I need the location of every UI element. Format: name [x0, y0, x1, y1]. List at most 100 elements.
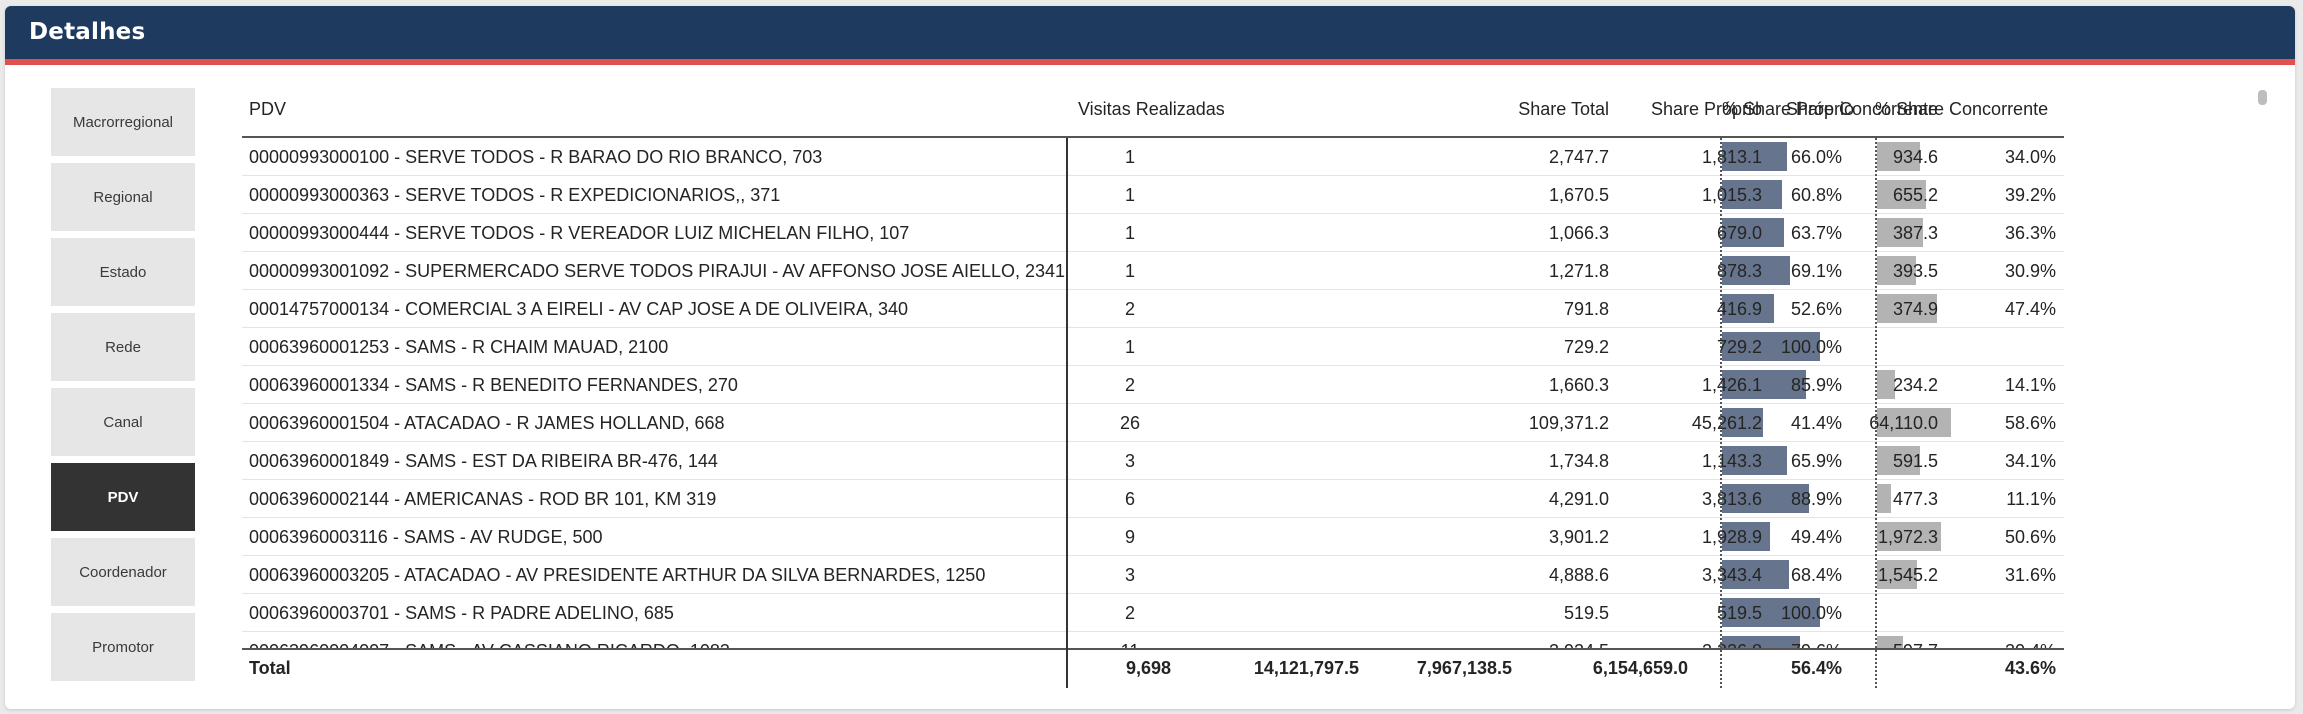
cell-pdv: 00000993000100 - SERVE TODOS - R BARAO D… — [249, 147, 823, 167]
cell-pct-concorrente: 47.4% — [2004, 299, 2056, 319]
details-panel: Detalhes — [5, 6, 2295, 709]
cell-pdv: 00063960003701 - SAMS - R PADRE ADELINO,… — [249, 603, 674, 623]
cell-visitas: 2 — [1124, 603, 1135, 623]
pct-concorrente-bar — [1877, 636, 1903, 648]
pct-concorrente-bar — [1877, 522, 1941, 551]
cell-pct-proprio: 52.6% — [1790, 299, 1842, 319]
col-header-pdv[interactable]: PDV — [249, 99, 287, 119]
cell-pct-proprio: 100.0% — [1780, 337, 1842, 357]
col-header-visitas[interactable]: Visitas Realizadas — [1078, 99, 1225, 119]
cell-visitas: 1 — [1124, 223, 1135, 243]
pct-proprio-bar — [1722, 484, 1809, 513]
pct-concorrente-bar — [1877, 484, 1891, 513]
cell-visitas: 11 — [1100, 641, 1160, 648]
pct-proprio-bar — [1722, 256, 1790, 285]
table-row[interactable]: 00014757000134 - COMERCIAL 3 A EIRELI - … — [242, 290, 2064, 328]
nav-button-canal[interactable]: Canal — [51, 388, 195, 456]
cell-share-proprio: 878.3 — [1716, 261, 1762, 281]
col-header-share-proprio[interactable]: Share Próprio — [1650, 99, 1762, 119]
cell-share-proprio: 1,015.3 — [1701, 185, 1762, 205]
cell-pct-concorrente: 34.1% — [2004, 451, 2056, 471]
cell-share-concorrente: 1,972.3 — [1877, 527, 1938, 547]
table-row[interactable]: 00000993000444 - SERVE TODOS - R VEREADO… — [242, 214, 2064, 252]
cell-share-proprio: 416.9 — [1716, 299, 1762, 319]
nav-button-promotor[interactable]: Promotor — [51, 613, 195, 681]
cell-pct-proprio: 49.4% — [1790, 527, 1842, 547]
table-row[interactable]: 00063960003701 - SAMS - R PADRE ADELINO,… — [242, 594, 2064, 632]
cell-pct-concorrente: 36.3% — [2004, 223, 2056, 243]
level-selector: Macrorregional Regional Estado Rede Canal PDV… — [51, 88, 199, 688]
table-row[interactable]: 00063960004007 - SAMS - AV CASSIANO RICA… — [242, 632, 2064, 648]
cell-visitas: 26 — [1119, 413, 1141, 433]
table-row[interactable]: 00063960001334 - SAMS - R BENEDITO FERNA… — [242, 366, 2064, 404]
pct-proprio-bar — [1722, 408, 1763, 437]
cell-pct-proprio: 65.9% — [1790, 451, 1842, 471]
cell-share-concorrente: 591.5 — [1892, 451, 1938, 471]
cell-pct-proprio: 63.7% — [1790, 223, 1842, 243]
cell-pct-proprio: 79.6% — [1791, 641, 1842, 648]
pct-concorrente-bar — [1877, 370, 1895, 399]
cell-pct-concorrente: 39.2% — [2004, 185, 2056, 205]
table-row[interactable]: 00000993000363 - SERVE TODOS - R EXPEDIC… — [242, 176, 2064, 214]
cell-share-total: 4,291.0 — [1548, 489, 1609, 509]
cell-pct-proprio: 69.1% — [1790, 261, 1842, 281]
pct-concorrente-bar — [1877, 446, 1920, 475]
total-visitas: 9,698 — [1126, 658, 1172, 678]
pct-proprio-bar — [1722, 446, 1787, 475]
table-row[interactable]: 00000993000100 - SERVE TODOS - R BARAO D… — [242, 138, 2064, 176]
total-share-concorrente: 6,154,659.0 — [1592, 658, 1688, 678]
pct-proprio-bar — [1722, 598, 1820, 627]
cell-visitas: 3 — [1124, 451, 1135, 471]
cell-share-total: 1,660.3 — [1548, 375, 1609, 395]
pct-concorrente-bar — [1877, 142, 1920, 171]
nav-button-estado[interactable]: Estado — [51, 238, 195, 306]
nav-button-pdv[interactable]: PDV — [51, 463, 195, 531]
cell-share-proprio: 45,261.2 — [1691, 413, 1762, 433]
cell-pdv: 00063960004007 - SAMS - AV CASSIANO RICA… — [249, 641, 730, 648]
table-row[interactable]: 00000993001092 - SUPERMERCADO SERVE TODO… — [242, 252, 2064, 290]
table-row[interactable]: 00063960001253 - SAMS - R CHAIM MAUAD, 2… — [242, 328, 2064, 366]
pct-concorrente-bar — [1877, 256, 1916, 285]
cell-pdv: 00063960003205 - ATACADAO - AV PRESIDENT… — [249, 565, 986, 585]
nav-button-regional[interactable]: Regional — [51, 163, 195, 231]
cell-pct-proprio: 41.4% — [1790, 413, 1842, 433]
table-body[interactable]: 00000993000100 - SERVE TODOS - R BARAO D… — [242, 138, 2064, 648]
table-row[interactable]: 00063960003205 - ATACADAO - AV PRESIDENT… — [242, 556, 2064, 594]
table-row[interactable]: 00063960003116 - SAMS - AV RUDGE, 500 9 3,… — [242, 518, 2064, 556]
nav-button-coordenador[interactable]: Coordenador — [51, 538, 195, 606]
pct-proprio-bar — [1722, 294, 1774, 323]
table-row[interactable]: 00063960001504 - ATACADAO - R JAMES HOLL… — [242, 404, 2064, 442]
table-row[interactable]: 00063960002144 - AMERICANAS - ROD BR 101… — [242, 480, 2064, 518]
col-header-share-concorrente[interactable]: Share Concorrente — [1785, 99, 1938, 119]
pdv-column-divider — [1066, 138, 1068, 688]
cell-visitas: 1 — [1124, 185, 1135, 205]
cell-pct-concorrente: 14.1% — [2004, 375, 2056, 395]
total-pct-concorrente: 43.6% — [2004, 658, 2056, 678]
col-header-pct-proprio[interactable]: % Share Próprio — [1722, 99, 1855, 119]
table-row[interactable]: 00063960001849 - SAMS - EST DA RIBEIRA B… — [242, 442, 2064, 480]
cell-share-concorrente: 374.9 — [1892, 299, 1938, 319]
cell-pdv: 00000993000444 - SERVE TODOS - R VEREADO… — [249, 223, 910, 243]
total-share-total: 14,121,797.5 — [1253, 658, 1359, 678]
cell-share-concorrente: 64,110.0 — [1869, 413, 1938, 433]
cell-share-concorrente: 1,545.2 — [1877, 565, 1938, 585]
col-header-share-total[interactable]: Share Total — [1518, 99, 1609, 119]
cell-share-proprio: 519.5 — [1716, 603, 1762, 623]
pct-proprio-bar — [1722, 560, 1789, 589]
cell-share-total: 109,371.2 — [1528, 413, 1609, 433]
vertical-scrollbar[interactable] — [2258, 90, 2267, 105]
details-table: PDV Visitas Realizadas Share Total Share… — [242, 90, 2064, 688]
cell-visitas: 1 — [1124, 337, 1135, 357]
cell-pct-proprio: 66.0% — [1790, 147, 1842, 167]
col-header-pct-concorrente[interactable]: % Share Concorrente — [1875, 99, 2049, 119]
header-accent-line — [5, 59, 2295, 65]
pct-proprio-bar — [1722, 636, 1800, 648]
nav-button-rede[interactable]: Rede — [51, 313, 195, 381]
cell-share-total: 4,888.6 — [1548, 565, 1609, 585]
cell-pct-proprio: 88.9% — [1790, 489, 1842, 509]
cell-pct-concorrente: 50.6% — [2004, 527, 2056, 547]
table-header: PDV Visitas Realizadas Share Total Share… — [242, 90, 2064, 138]
cell-share-total: 3,901.2 — [1548, 527, 1609, 547]
nav-button-macrorregional[interactable]: Macrorregional — [51, 88, 195, 156]
cell-pdv: 00063960001849 - SAMS - EST DA RIBEIRA B… — [249, 451, 718, 471]
